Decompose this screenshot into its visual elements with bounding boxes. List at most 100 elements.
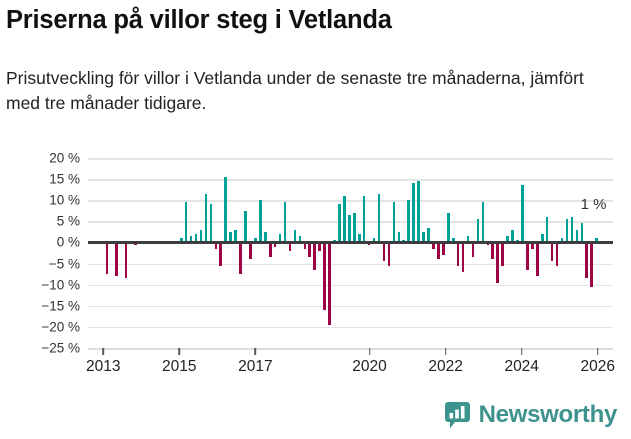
last-value-annotation: 1 % [580,196,607,214]
chart-bar [461,242,465,272]
chart-bar [209,204,213,243]
y-gridline [88,200,613,202]
chart-bar [259,200,262,243]
x-axis-tick [102,348,104,355]
chart-bar [348,215,351,243]
chart-bar [328,242,331,325]
page-title: Priserna på villor steg i Vetlanda [6,6,392,34]
y-gridline [88,284,613,287]
chart-bar [535,242,539,277]
chart-bar [214,242,218,249]
chart-bar [506,236,509,243]
chart-bar [496,242,500,283]
chart-bar [427,227,430,243]
chart-bar [511,229,514,243]
x-axis-tick-label: 2022 [428,358,463,375]
chart-bar [501,242,504,266]
chart-subtitle: Prisutveckling för villor i Vetlanda und… [6,68,584,113]
x-axis-tick-label: 2017 [238,358,273,375]
x-axis-tick-label: 2013 [85,358,121,375]
x-axis-tick [368,348,371,355]
chart-bar [417,181,420,243]
chart-bar [590,242,593,287]
chart-bar [585,242,589,279]
chart-bar [545,217,549,243]
chart-bar [357,234,361,243]
chart-bar [560,238,564,243]
chart-bar [229,231,232,243]
chart-plot-wrapper: 20 % 15 % 10 % 5 % 0 % −5 % −10 % −15 % −20 % −25… [0,148,631,388]
chart-bar [194,234,198,243]
chart-bar [407,200,410,243]
chart-bar [570,217,574,243]
chart-bar [184,202,188,243]
chart-bar [531,242,534,249]
chart-bar [456,242,460,266]
chart-bar [115,242,118,277]
chart-bar [437,242,440,260]
y-axis-tick-label: −5 % [48,256,80,272]
y-gridline [88,305,613,308]
chart-bar [442,242,445,256]
chart-bar [303,242,307,249]
y-axis-tick-label: −25 % [41,340,80,356]
x-axis-tick-label: 2026 [580,358,616,375]
chart-bar [575,229,579,243]
chart-bar [540,234,544,243]
chart-bar [263,231,267,243]
chart-bar [387,242,391,266]
chart-bar [219,242,223,266]
chart-bar [204,193,208,243]
chart-bar [318,242,321,251]
chart-bar [471,242,475,258]
chart-bar [343,196,346,243]
chart-bar [189,236,193,243]
x-axis-tick [178,348,181,355]
chart-bar [476,219,480,243]
chart-bar [288,242,292,251]
zero-baseline [88,240,613,244]
chart-bar [526,242,529,270]
chart-bar [392,202,396,243]
chart-bar [293,229,297,243]
x-axis-tick-label: 2020 [352,358,387,375]
chart-bar [244,210,247,243]
chart-bar [362,196,366,243]
y-axis-tick-label: −10 % [41,277,80,293]
chart-bar [451,238,455,243]
y-gridline [88,179,613,181]
y-axis-tick-label: −15 % [41,298,80,314]
chart-bar [239,242,242,275]
y-axis-tick-label: 0 % [56,234,80,250]
x-axis-line [88,348,613,350]
x-axis-tick-label: 2015 [162,358,197,375]
chart-bar [278,234,282,243]
chart-bar [382,242,386,262]
chart-bar [377,193,381,243]
chart-bar [446,212,450,243]
y-axis-tick-label: 5 % [56,213,80,229]
chart-bar [179,238,183,243]
y-gridline [88,263,613,266]
y-axis-tick-label: 10 % [49,192,80,208]
chart-bar [491,242,495,260]
brand-footer: Newsworthy [444,401,617,429]
chart-plot-area: 20 % 15 % 10 % 5 % 0 % −5 % −10 % −15 % −20 % −25… [41,151,613,356]
chart-bar [521,185,524,243]
y-gridline [88,158,613,160]
chart-bar [338,204,341,243]
chart-bar [323,242,326,310]
chart-bar [105,242,109,275]
y-axis-tick-label: −20 % [41,319,80,335]
x-axis-tick [254,348,257,355]
chart-bar [273,242,277,247]
chart-bar [268,242,272,258]
chart-bar [283,202,287,243]
y-gridline [88,326,613,329]
chart-bar [313,242,317,270]
chart-bar [298,236,302,243]
x-axis-tick-label: 2024 [504,358,539,375]
chart-bar [481,202,485,243]
chart-bar [595,238,598,243]
bar-chart-bubble-icon [444,401,470,429]
